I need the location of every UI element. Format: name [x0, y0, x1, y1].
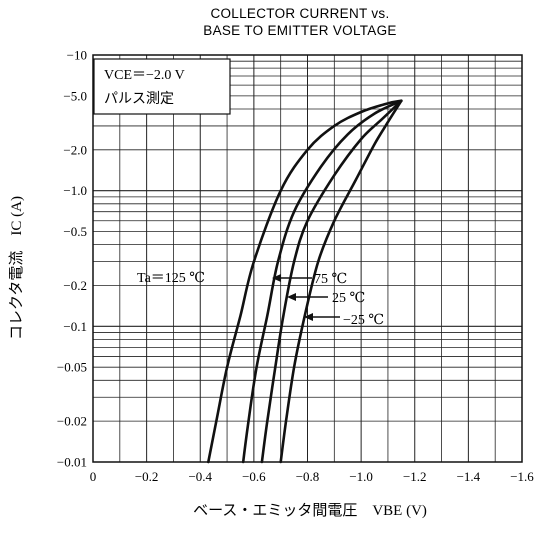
x-tick-label: −0.8 — [296, 469, 320, 484]
series-ta-125c — [207, 99, 403, 464]
y-tick-label: −0.1 — [63, 319, 87, 334]
y-tick-label: −2.0 — [63, 142, 87, 157]
x-tick-labels: 0 −0.2 −0.4 −0.6 −0.8 −1.0 −1.2 −1.4 −1.6 — [90, 469, 535, 484]
condition-vce: VCE＝−2.0 V — [104, 68, 185, 83]
x-axis-label: ベース・エミッタ間電圧 VBE (V) — [193, 502, 427, 519]
y-tick-label: −0.05 — [57, 360, 87, 375]
x-tick-label: −1.4 — [457, 469, 481, 484]
series-label-25c: 25 ℃ — [332, 291, 365, 306]
condition-pulse: パルス測定 — [104, 91, 174, 107]
plot-border — [92, 54, 523, 463]
series-label-ta-125c: Ta＝125 ℃ — [137, 271, 205, 286]
y-tick-label: −0.2 — [63, 278, 87, 293]
y-tick-label: −1.0 — [63, 183, 87, 198]
plot-frame — [92, 54, 523, 463]
label-leader-arrowhead — [272, 274, 281, 282]
series-label-75c: 75 ℃ — [314, 272, 347, 287]
y-tick-labels: −10 −5.0 −2.0 −1.0 −0.5 −0.2 −0.1 −0.05 −0.02 −0.… — [57, 48, 87, 470]
x-tick-label: 0 — [90, 469, 97, 484]
series-minus-25c — [279, 99, 403, 464]
y-axis-label: コレクタ電流 IC (A) — [8, 196, 25, 340]
series-25c — [260, 99, 403, 464]
x-tick-label: −0.4 — [188, 469, 212, 484]
label-leader-arrowhead — [304, 313, 313, 321]
y-tick-label: −5.0 — [63, 88, 87, 103]
chart-title-line-2: BASE TO EMITTER VOLTAGE — [203, 23, 396, 38]
y-tick-label: −0.5 — [63, 224, 87, 239]
series-labels: Ta＝125 ℃ 75 ℃ 25 ℃ −25 ℃ — [137, 271, 384, 328]
series-label-minus-25c: −25 ℃ — [343, 313, 384, 328]
x-tick-label: −1.0 — [349, 469, 373, 484]
series-layer — [207, 99, 403, 464]
x-tick-label: −0.6 — [242, 469, 266, 484]
y-tick-label: −10 — [67, 48, 87, 63]
y-tick-label: −0.01 — [57, 455, 87, 470]
x-tick-label: −1.2 — [403, 469, 427, 484]
conditions-box — [93, 58, 231, 115]
y-tick-label: −0.02 — [57, 414, 87, 429]
chart-title-line-1: COLLECTOR CURRENT vs. — [210, 6, 389, 21]
series-75c — [241, 99, 403, 464]
x-tick-label: −0.2 — [135, 469, 159, 484]
label-leader-arrowhead — [287, 293, 296, 301]
x-tick-label: −1.6 — [510, 469, 534, 484]
